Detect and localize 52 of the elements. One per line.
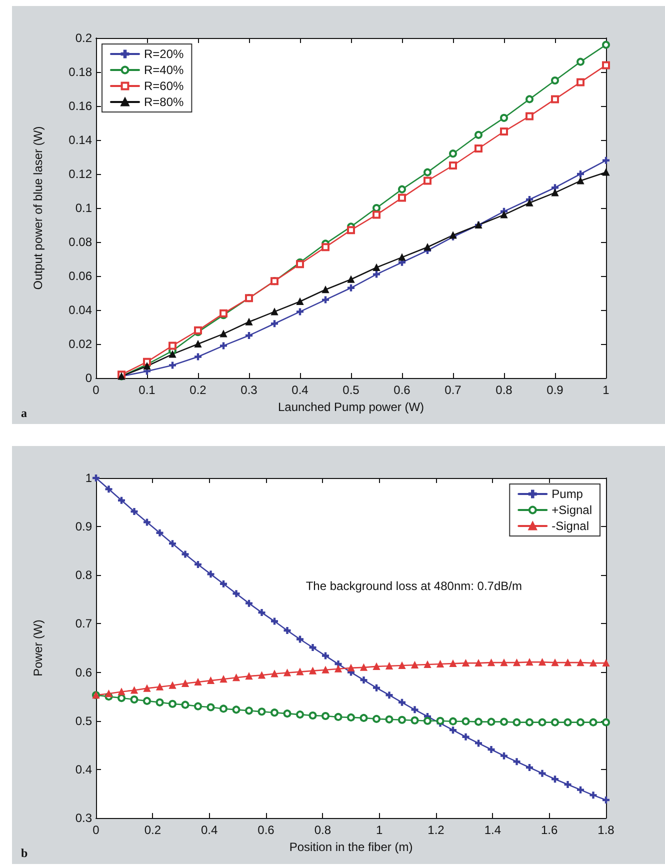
x-tick-label: 0.6 [394, 383, 411, 397]
x-tick-label: 1 [376, 823, 383, 837]
y-tick-label: 0.6 [75, 665, 92, 680]
y-axis-title: Output power of blue laser (W) [31, 126, 45, 290]
x-tick-label: 0.3 [240, 383, 258, 397]
y-tick-label: 0.16 [68, 99, 92, 113]
x-tick-label: 0.2 [190, 383, 207, 397]
x-tick-label: 0.8 [314, 823, 332, 837]
legend-label: R=60% [144, 79, 184, 93]
y-tick-label: 0.02 [68, 337, 92, 351]
x-tick-label: 1.6 [540, 823, 558, 837]
y-tick-label: 0.4 [75, 762, 92, 776]
legend-label: -Signal [552, 519, 589, 533]
x-tick-label: 1.8 [598, 823, 615, 837]
y-tick-label: 0.06 [68, 269, 92, 283]
y-axis-title: Power (W) [31, 620, 45, 676]
x-tick-label: 0.7 [444, 383, 462, 397]
x-tick-label: 0.6 [258, 823, 275, 837]
y-tick-label: 0.04 [68, 303, 92, 317]
y-tick-label: 0.5 [75, 714, 92, 728]
x-tick-label: 1.4 [484, 823, 502, 837]
y-tick-label: 0.2 [75, 31, 92, 45]
y-tick-label: 0.12 [68, 167, 92, 181]
x-axis-title: Launched Pump power (W) [278, 400, 424, 414]
legend-label: +Signal [552, 503, 592, 517]
x-tick-label: 0.1 [138, 383, 156, 397]
text: b [21, 846, 28, 860]
x-tick-label: 0.8 [496, 383, 513, 397]
y-tick-label: 0.08 [68, 235, 92, 249]
x-tick-label: 1.2 [428, 823, 445, 837]
legend-label: R=80% [144, 95, 184, 109]
x-tick-label: 0.5 [342, 383, 360, 397]
y-tick-label: 0 [85, 371, 92, 385]
legend-label: Pump [552, 487, 584, 501]
y-tick-label: 0.3 [75, 811, 92, 825]
annotation: The background loss at 480nm: 0.7dB/m [306, 579, 522, 593]
x-tick-label: 0.4 [200, 823, 218, 837]
y-tick-label: 1 [85, 471, 92, 485]
y-tick-label: 0.1 [75, 201, 92, 215]
y-tick-label: 0.14 [68, 133, 92, 147]
y-tick-label: 0.7 [75, 616, 92, 631]
x-tick-label: 0.2 [144, 823, 162, 837]
legend-label: R=20% [144, 47, 184, 61]
text: a [21, 406, 27, 420]
x-tick-label: 0.9 [546, 383, 564, 397]
y-tick-label: 0.18 [68, 65, 92, 79]
y-tick-label: 0.9 [75, 520, 92, 534]
x-tick-label: 1 [602, 383, 610, 397]
y-tick-label: 0.8 [75, 568, 92, 582]
x-axis-title: Position in the fiber (m) [289, 840, 413, 854]
legend-label: R=40% [144, 63, 184, 77]
x-tick-label: 0.4 [292, 383, 309, 397]
